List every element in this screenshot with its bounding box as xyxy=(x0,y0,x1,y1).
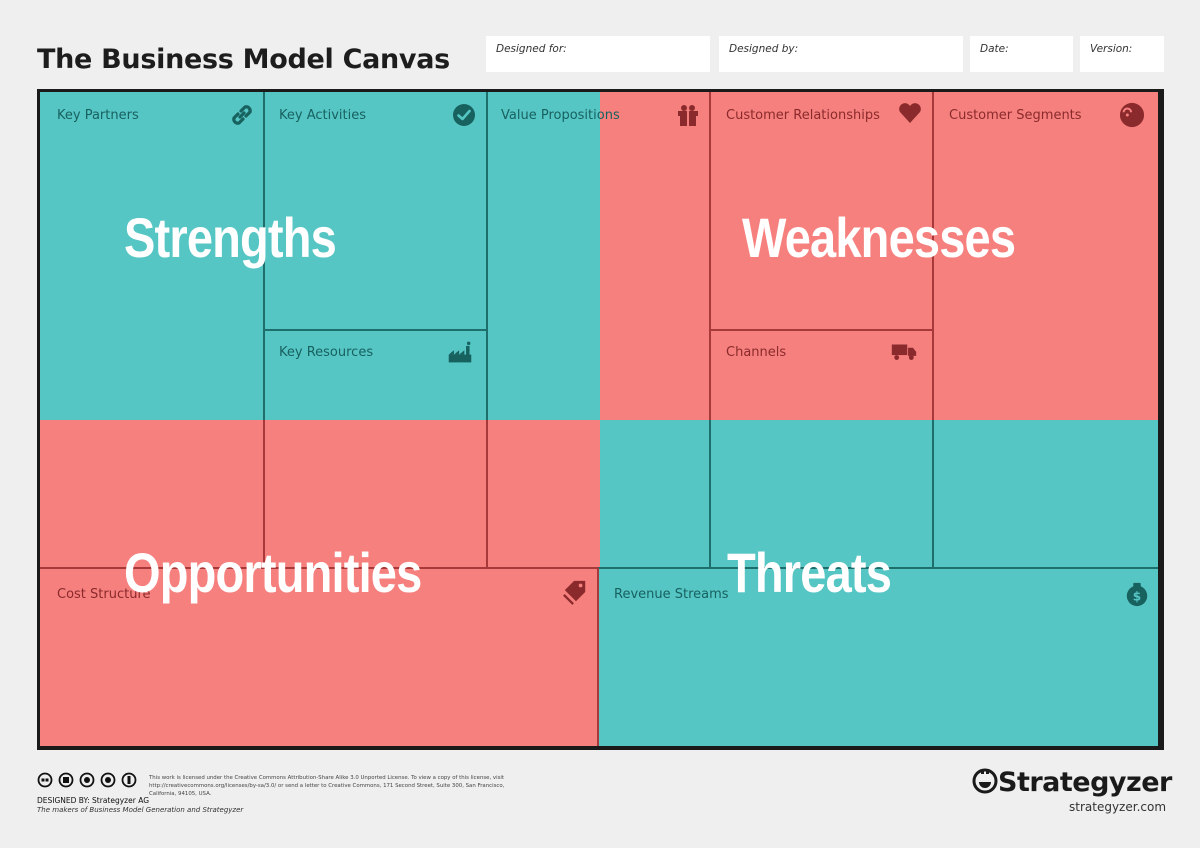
divider xyxy=(709,92,711,420)
svg-text:$: $ xyxy=(1133,590,1141,604)
cc-license-icon xyxy=(37,772,137,788)
cost-structure-label: Cost Structure xyxy=(57,587,151,602)
designed-for-field[interactable]: Designed for: xyxy=(486,36,710,72)
threats-region-top xyxy=(600,420,1158,568)
opportunities-region-top xyxy=(40,420,600,568)
version-label: Version: xyxy=(1090,43,1133,55)
key-partners-label: Key Partners xyxy=(57,108,139,123)
revenue-streams-label: Revenue Streams xyxy=(614,587,729,602)
page-title: The Business Model Canvas xyxy=(37,44,450,75)
divider xyxy=(263,92,265,420)
strengths-region xyxy=(40,92,600,420)
brand-name: Strategyzer xyxy=(998,767,1172,798)
price-tag-icon xyxy=(563,580,586,605)
date-label: Date: xyxy=(980,43,1009,55)
designed-by-label: Designed by: xyxy=(729,43,799,55)
opportunities-title: Opportunities xyxy=(124,541,422,604)
divider xyxy=(598,567,1158,569)
date-field[interactable]: Date: xyxy=(970,36,1073,72)
link-icon xyxy=(232,105,252,125)
divider xyxy=(709,420,711,568)
divider xyxy=(40,567,598,569)
makers-tagline: The makers of Business Model Generation … xyxy=(37,806,244,814)
channels-label: Channels xyxy=(726,345,787,360)
head-icon xyxy=(1119,102,1145,128)
strengths-title: Strengths xyxy=(124,206,337,269)
divider xyxy=(263,420,265,568)
divider xyxy=(597,568,599,746)
weaknesses-region xyxy=(600,92,1158,420)
divider xyxy=(709,329,934,331)
brand-url[interactable]: strategyzer.com xyxy=(1069,800,1167,814)
key-activities-label: Key Activities xyxy=(279,108,367,123)
threats-title: Threats xyxy=(727,541,892,604)
designed-by-credit: DESIGNED BY: Strategyzer AG xyxy=(37,796,150,805)
version-field[interactable]: Version: xyxy=(1080,36,1164,72)
divider xyxy=(486,420,488,568)
designed-for-label: Designed for: xyxy=(496,43,567,55)
designed-by-field[interactable]: Designed by: xyxy=(719,36,963,72)
key-resources-label: Key Resources xyxy=(279,345,374,360)
heart-icon xyxy=(899,103,921,123)
factory-icon xyxy=(448,341,472,363)
gift-icon xyxy=(678,105,698,126)
revenue-streams-region xyxy=(598,568,1158,746)
creative-commons-badges xyxy=(37,772,142,788)
customer-relationships-label: Customer Relationships xyxy=(726,108,880,123)
cost-structure-region xyxy=(40,568,598,746)
business-model-canvas: Key Partners Key Activities Key Resource… xyxy=(37,89,1164,750)
license-text: This work is licensed under the Creative… xyxy=(149,775,505,797)
truck-icon xyxy=(891,344,917,360)
divider xyxy=(486,92,488,420)
money-bag-icon: $ xyxy=(1126,582,1148,607)
divider xyxy=(263,329,488,331)
customer-segments-label: Customer Segments xyxy=(949,108,1082,123)
value-propositions-label: Value Propositions xyxy=(501,108,620,123)
strategyzer-logo-icon xyxy=(972,768,998,794)
check-circle-icon xyxy=(453,104,475,126)
strategyzer-logo: Strategyzer xyxy=(972,767,1172,798)
divider xyxy=(932,92,934,420)
weaknesses-title: Weaknesses xyxy=(742,206,1016,269)
divider xyxy=(932,420,934,568)
